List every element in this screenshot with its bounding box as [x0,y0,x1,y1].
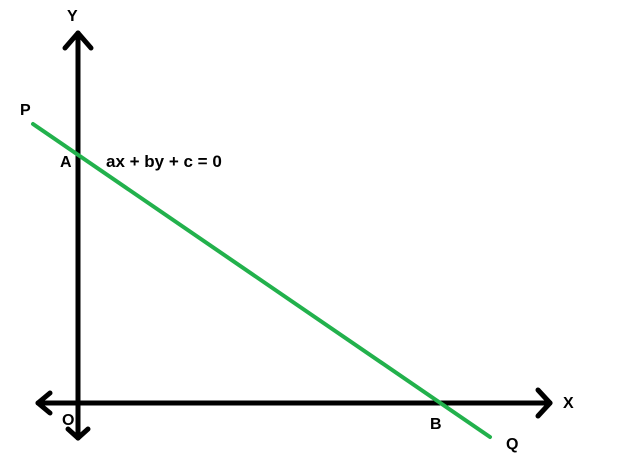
origin-label: O [62,412,74,429]
x-axis-right-arrowhead [535,387,553,419]
point-p-label: P [20,102,31,119]
line-pq [31,122,492,439]
point-a-label: A [60,154,72,171]
line-equation: ax + by + c = 0 [106,152,222,171]
point-b-label: B [430,416,442,433]
y-axis-up-arrowhead [62,30,94,51]
y-axis-down-arrowhead [65,426,91,441]
x-axis-label: X [563,395,574,412]
y-axis-label: Y [67,8,78,25]
x-axis-left-arrowhead [35,390,53,416]
point-q-label: Q [506,436,518,453]
